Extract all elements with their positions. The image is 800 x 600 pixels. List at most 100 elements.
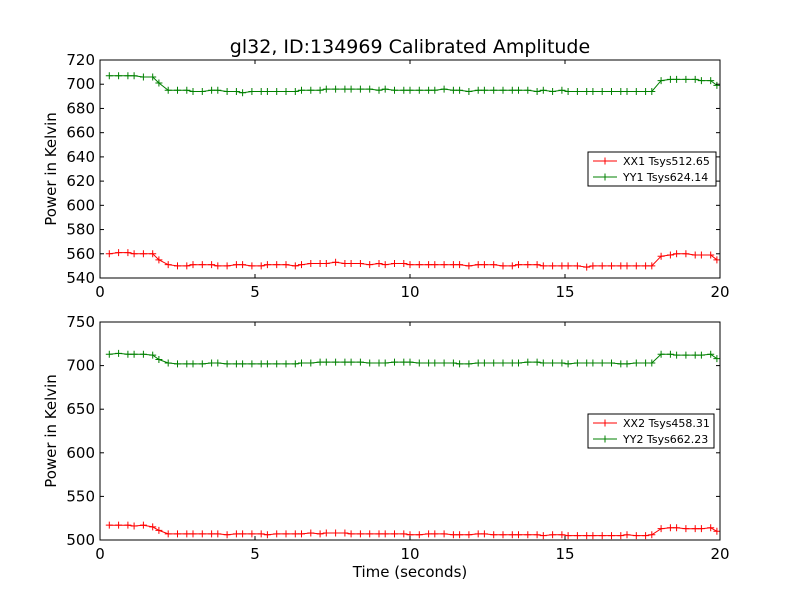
bottom-series-1-point xyxy=(549,531,557,539)
top-series-2-point xyxy=(682,75,690,83)
top-series-2-point xyxy=(381,85,389,93)
bottom-series-1-point xyxy=(174,530,181,538)
top-series-1-point xyxy=(214,262,222,270)
bottom-series-2-point xyxy=(105,350,113,358)
top-series-1-point xyxy=(406,261,414,269)
top-series-2-point xyxy=(713,81,721,89)
bottom-series-1-point xyxy=(155,526,163,534)
top-series-2-point xyxy=(508,86,516,94)
bottom-series-1-point xyxy=(124,521,132,529)
top-y-axis-label: Power in Kelvin xyxy=(42,112,60,226)
bottom-series-2-point xyxy=(273,360,281,368)
top-series-1-point xyxy=(673,250,681,258)
bottom-series-1-point xyxy=(248,530,256,538)
top-series-1-point xyxy=(564,262,572,270)
top-series-1-point xyxy=(474,261,482,269)
top-series-1-point xyxy=(183,262,191,270)
top-series-1-point xyxy=(124,249,132,257)
top-legend-box xyxy=(587,151,717,187)
top-series-2-point xyxy=(332,85,340,93)
bottom-plot-panel: 0 5 10 15 20 500 550 600 650 700 750 Power in Kelv… xyxy=(42,313,730,581)
bottom-series-1-point xyxy=(456,531,464,539)
top-series-1-point xyxy=(573,262,581,270)
bottom-series-2-point xyxy=(124,350,132,358)
top-series-2-point xyxy=(174,86,181,94)
bottom-series-2-point xyxy=(474,359,482,367)
top-series-1-point xyxy=(347,259,355,267)
top-series-2-point xyxy=(539,86,547,94)
bottom-series-1-point xyxy=(316,530,324,538)
bottom-series-2-point xyxy=(332,358,340,366)
top-series-2-point xyxy=(149,73,157,81)
top-plot-panel: 0 5 10 15 20 540 560 580 600 620 640 660 680 700 720 P… xyxy=(42,51,730,301)
bottom-series-2-point xyxy=(666,350,674,358)
top-series-2-point xyxy=(366,85,374,93)
bottom-series-2-point xyxy=(239,360,247,368)
bottom-series-2-point xyxy=(449,359,457,367)
bottom-series-2-point xyxy=(214,359,222,367)
bottom-series-2-point xyxy=(456,360,464,368)
bottom-series-1-point xyxy=(347,530,355,538)
top-x-tick-label: 5 xyxy=(250,283,260,301)
bottom-series-2-point xyxy=(381,359,389,367)
bottom-series-1-point xyxy=(341,529,349,537)
bottom-series-2-point xyxy=(713,355,721,363)
bottom-series-1-point xyxy=(623,531,631,539)
bottom-series-1-point xyxy=(657,525,665,533)
bottom-series-2-point xyxy=(307,359,315,367)
bottom-x-tick-label: 15 xyxy=(555,545,574,563)
bottom-series-2-point xyxy=(366,359,374,367)
top-series-2-point xyxy=(558,86,566,94)
bottom-series-1-point xyxy=(480,530,488,538)
top-series-2-point xyxy=(449,86,457,94)
bottom-series-1-point xyxy=(400,530,408,538)
bottom-series-2-point xyxy=(648,359,656,367)
bottom-legend-label-2: YY2 Tsys662.23 xyxy=(622,433,708,446)
top-series-1-point xyxy=(307,259,315,267)
top-series-2-point xyxy=(589,87,597,95)
bottom-series-1-point xyxy=(524,531,532,539)
bottom-series-2-point xyxy=(558,359,566,367)
bottom-x-tick-label: 0 xyxy=(95,545,105,563)
top-legend-marker-2 xyxy=(601,173,609,181)
bottom-series-2-point xyxy=(617,360,625,368)
bottom-series-1-point xyxy=(381,530,389,538)
top-series-1-point xyxy=(198,261,206,269)
top-y-tick-label: 600 xyxy=(66,196,95,214)
top-series-1-point xyxy=(480,261,488,269)
bottom-series-1-point xyxy=(189,530,197,538)
bottom-series-2-point xyxy=(697,351,705,359)
bottom-series-1-point xyxy=(415,531,423,539)
top-series-2-point xyxy=(465,87,473,95)
bottom-series-1-point xyxy=(617,532,625,540)
bottom-series-2-point xyxy=(406,358,414,366)
top-series-1-point xyxy=(208,261,216,269)
bottom-legend-marker-2 xyxy=(601,435,609,443)
bottom-series-2-point xyxy=(375,359,383,367)
top-series-1-point xyxy=(617,262,625,270)
bottom-series-2-point xyxy=(263,360,271,368)
top-y-tick-label: 680 xyxy=(66,99,95,117)
bottom-series-2-point xyxy=(490,359,498,367)
top-series-2-point xyxy=(598,87,606,95)
top-series-1-point xyxy=(164,261,172,269)
bottom-series-1-point xyxy=(474,530,482,538)
top-series-1-point xyxy=(549,262,557,270)
bottom-series-1-point xyxy=(298,530,305,538)
top-series-2-point xyxy=(425,86,433,94)
bottom-series-2-point xyxy=(508,359,516,367)
bottom-y-axis-label: Power in Kelvin xyxy=(42,374,60,488)
bottom-series-1-point xyxy=(208,530,216,538)
top-series-2-point xyxy=(657,77,665,85)
top-y-tick-label: 580 xyxy=(66,221,95,239)
top-series-1-point xyxy=(449,261,457,269)
bottom-series-2-point xyxy=(347,358,355,366)
top-y-tick-label: 620 xyxy=(66,172,95,190)
top-series-1-point xyxy=(524,261,532,269)
bottom-series-1-point xyxy=(257,530,265,538)
bottom-series-1-point xyxy=(499,531,507,539)
top-series-2-point xyxy=(223,87,231,95)
bottom-series-2-point xyxy=(524,358,532,366)
top-series-2-point xyxy=(124,72,132,80)
bottom-series-1-point xyxy=(282,530,290,538)
